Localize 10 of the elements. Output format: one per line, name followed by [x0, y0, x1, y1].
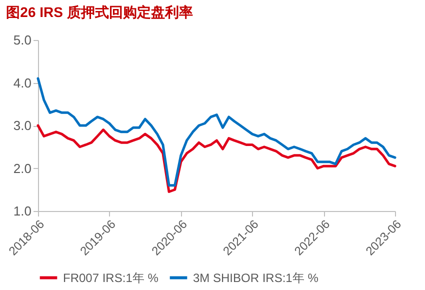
legend-label: FR007 IRS:1年 %	[63, 270, 159, 285]
y-tick-label: 2.0	[13, 160, 32, 176]
y-tick-label: 5.0	[13, 32, 32, 48]
y-tick-label: 4.0	[13, 75, 32, 90]
y-tick-label: 3.0	[13, 118, 32, 133]
line-series	[36, 124, 396, 194]
y-tick-label: 1.0	[13, 204, 32, 218]
legend-label: 3M SHIBOR IRS:1年 %	[193, 270, 319, 285]
line-series	[36, 77, 396, 187]
chart-title: 图26 IRS 质押式回购定盘利率	[6, 4, 193, 20]
